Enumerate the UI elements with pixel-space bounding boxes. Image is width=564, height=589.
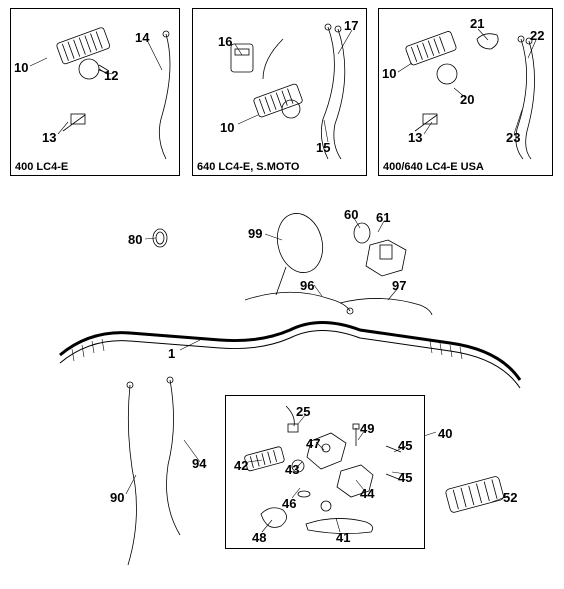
callout-61: 61 [376,210,390,225]
callout-13: 13 [408,130,422,145]
callout-14: 14 [135,30,149,45]
callout-21: 21 [470,16,484,31]
callout-45: 45 [398,438,412,453]
variant-3-label: 400/640 LC4-E USA [383,161,484,173]
callout-16: 16 [218,34,232,49]
callout-25: 25 [296,404,310,419]
callout-49: 49 [360,421,374,436]
callout-52: 52 [503,490,517,505]
callout-1: 1 [168,346,175,361]
callout-47: 47 [306,436,320,451]
callout-44: 44 [360,486,374,501]
variant-2-sketch [193,9,368,164]
callout-10: 10 [220,120,234,135]
callout-22: 22 [530,28,544,43]
callout-23: 23 [506,130,520,145]
callout-48: 48 [252,530,266,545]
callout-17: 17 [344,18,358,33]
variant-box-1: 400 LC4-E [10,8,180,176]
callout-20: 20 [460,92,474,107]
detail-sketch [226,396,426,550]
callout-13: 13 [42,130,56,145]
variant-3-sketch [379,9,554,164]
callout-43: 43 [285,462,299,477]
callout-15: 15 [316,140,330,155]
callout-99: 99 [248,226,262,241]
callout-42: 42 [234,458,248,473]
callout-10: 10 [14,60,28,75]
callout-40: 40 [438,426,452,441]
callout-94: 94 [192,456,206,471]
callout-41: 41 [336,530,350,545]
variant-1-sketch [11,9,181,164]
callout-60: 60 [344,207,358,222]
callout-12: 12 [104,68,118,83]
variant-1-label: 400 LC4-E [15,161,68,173]
callout-96: 96 [300,278,314,293]
detail-box [225,395,425,549]
callout-90: 90 [110,490,124,505]
variant-2-label: 640 LC4-E, S.MOTO [197,161,300,173]
callout-46: 46 [282,496,296,511]
callout-10: 10 [382,66,396,81]
callout-45: 45 [398,470,412,485]
callout-80: 80 [128,232,142,247]
callout-97: 97 [392,278,406,293]
